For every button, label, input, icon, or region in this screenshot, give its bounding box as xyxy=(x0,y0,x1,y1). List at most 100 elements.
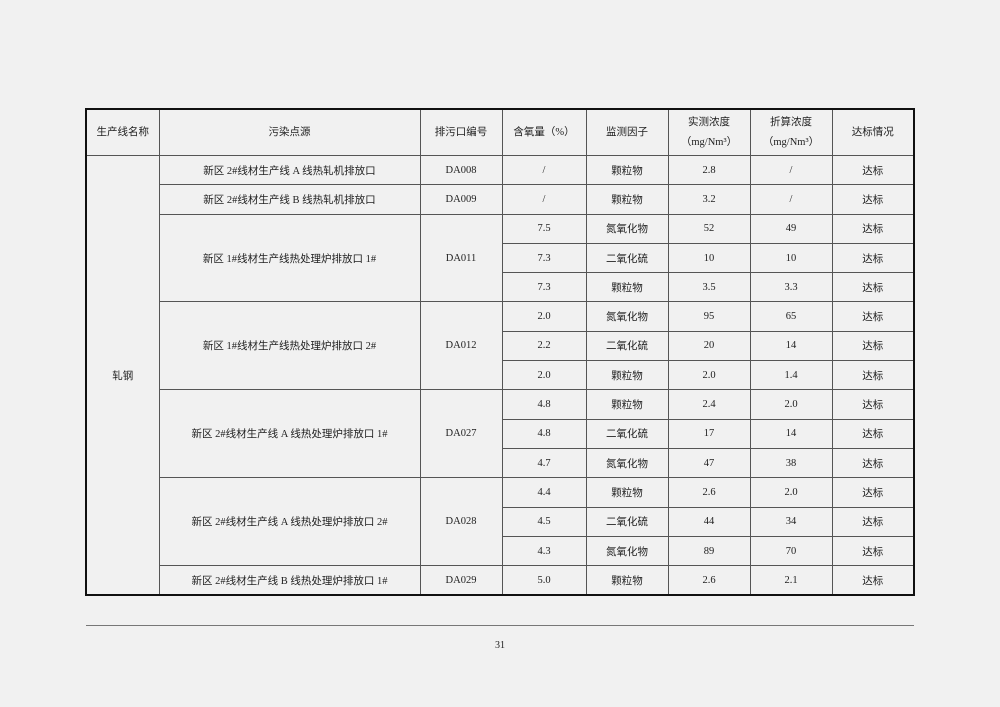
measured-cell: 2.0 xyxy=(667,360,751,391)
oxygen-cell: 4.8 xyxy=(501,389,587,420)
converted-cell: 10 xyxy=(749,242,833,274)
measured-cell: 2.6 xyxy=(667,565,751,596)
header-measured-label: 实测浓度 xyxy=(688,116,730,128)
measured-cell: 10 xyxy=(667,242,751,274)
factor-cell: 颗粒物 xyxy=(585,389,669,420)
table-row: 新区 1#线材生产线热处理炉排放口 1# DA011 7.5 氮氧化物 52 49 达标 xyxy=(86,213,915,303)
oxygen-cell: 7.3 xyxy=(501,272,587,303)
converted-cell: 38 xyxy=(749,447,833,479)
table-row: 新区 1#线材生产线热处理炉排放口 2# DA012 2.0 氮氧化物 95 65 达标 xyxy=(86,301,915,391)
oxygen-cell: 5.0 xyxy=(501,565,587,596)
measured-cell: 47 xyxy=(667,447,751,479)
measured-cell: 44 xyxy=(667,506,751,537)
converted-cell: 34 xyxy=(749,506,833,537)
factor-cell: 颗粒物 xyxy=(585,565,669,596)
status-cell: 达标 xyxy=(831,272,915,303)
factor-cell: 颗粒物 xyxy=(585,477,669,508)
table-row: 2.0 颗粒物 2.0 1.4 达标 xyxy=(86,360,915,391)
factor-cell: 二氧化硫 xyxy=(585,418,669,449)
outlet-cell: DA011 xyxy=(419,213,503,303)
factor-cell: 二氧化硫 xyxy=(585,330,669,362)
status-cell: 达标 xyxy=(831,360,915,391)
oxygen-cell: 2.0 xyxy=(501,301,587,332)
measured-cell: 3.2 xyxy=(667,184,751,215)
header-oxygen: 含氧量（%） xyxy=(501,108,587,156)
footer-divider xyxy=(86,625,914,626)
table-row: 4.3 氮氧化物 89 70 达标 xyxy=(86,535,915,567)
oxygen-cell: 4.4 xyxy=(501,477,587,508)
header-outlet: 排污口编号 xyxy=(419,108,503,156)
table-row: 2.2 二氧化硫 20 14 达标 xyxy=(86,330,915,362)
oxygen-cell: 7.5 xyxy=(501,213,587,244)
status-cell: 达标 xyxy=(831,154,915,186)
converted-cell: / xyxy=(749,184,833,215)
page-number: 31 xyxy=(495,640,505,651)
converted-cell: 2.0 xyxy=(749,477,833,508)
converted-cell: 2.0 xyxy=(749,389,833,420)
oxygen-cell: / xyxy=(501,184,587,215)
outlet-cell: DA028 xyxy=(419,477,503,567)
converted-cell: 70 xyxy=(749,535,833,567)
table-row: 新区 2#线材生产线 A 线热处理炉排放口 2# DA028 4.4 颗粒物 2.6 2.… xyxy=(86,477,915,567)
measured-cell: 17 xyxy=(667,418,751,449)
measured-cell: 2.4 xyxy=(667,389,751,420)
table-row: 新区 2#线材生产线 B 线热处理炉排放口 1# DA029 5.0 颗粒物 2.6 2.… xyxy=(86,565,915,596)
table-row: 4.7 氮氧化物 47 38 达标 xyxy=(86,447,915,479)
header-factor: 监测因子 xyxy=(585,108,669,156)
outlet-cell: DA009 xyxy=(419,184,503,215)
source-cell: 新区 2#线材生产线 A 线热处理炉排放口 2# xyxy=(158,477,421,567)
oxygen-cell: 2.2 xyxy=(501,330,587,362)
line-name-cell: 轧钢 xyxy=(85,155,160,596)
factor-cell: 氮氧化物 xyxy=(585,301,669,332)
table-header-row: 生产线名称 污染点源 排污口编号 含氧量（%） 监测因子 实测浓度 （mg/Nm³… xyxy=(85,108,915,156)
table-row: 新区 2#线材生产线 A 线热处理炉排放口 1# DA027 4.8 颗粒物 2.4 2.… xyxy=(86,389,915,479)
source-cell: 新区 2#线材生产线 A 线热轧机排放口 xyxy=(158,154,421,186)
header-converted-label: 折算浓度 xyxy=(770,116,812,128)
factor-cell: 二氧化硫 xyxy=(585,242,669,274)
outlet-cell: DA012 xyxy=(419,301,503,391)
status-cell: 达标 xyxy=(831,447,915,479)
oxygen-cell: / xyxy=(501,154,587,186)
status-cell: 达标 xyxy=(831,477,915,508)
outlet-cell: DA029 xyxy=(419,565,503,596)
status-cell: 达标 xyxy=(831,418,915,449)
status-cell: 达标 xyxy=(831,565,915,596)
measured-cell: 52 xyxy=(667,213,751,244)
status-cell: 达标 xyxy=(831,242,915,274)
source-cell: 新区 2#线材生产线 B 线热轧机排放口 xyxy=(158,184,421,215)
measured-cell: 20 xyxy=(667,330,751,362)
header-converted: 折算浓度 （mg/Nm³） xyxy=(749,108,833,156)
measured-cell: 2.8 xyxy=(667,154,751,186)
source-cell: 新区 2#线材生产线 A 线热处理炉排放口 1# xyxy=(158,389,421,479)
status-cell: 达标 xyxy=(831,535,915,567)
oxygen-cell: 4.3 xyxy=(501,535,587,567)
status-cell: 达标 xyxy=(831,330,915,362)
converted-cell: 65 xyxy=(749,301,833,332)
converted-cell: / xyxy=(749,154,833,186)
factor-cell: 氮氧化物 xyxy=(585,213,669,244)
converted-cell: 49 xyxy=(749,213,833,244)
measured-cell: 2.6 xyxy=(667,477,751,508)
measured-cell: 95 xyxy=(667,301,751,332)
measured-cell: 89 xyxy=(667,535,751,567)
table-row: 7.3 颗粒物 3.5 3.3 达标 xyxy=(86,272,915,303)
oxygen-cell: 4.7 xyxy=(501,447,587,479)
status-cell: 达标 xyxy=(831,213,915,244)
table-body: 轧钢 新区 2#线材生产线 A 线热轧机排放口 DA008/颗粒物 2.8/达标 新区 … xyxy=(85,154,915,596)
oxygen-cell: 2.0 xyxy=(501,360,587,391)
table-row: 7.3 二氧化硫 10 10 达标 xyxy=(86,242,915,274)
outlet-cell: DA027 xyxy=(419,389,503,479)
emission-monitoring-table: 生产线名称 污染点源 排污口编号 含氧量（%） 监测因子 实测浓度 （mg/Nm³… xyxy=(85,108,915,597)
converted-cell: 2.1 xyxy=(749,565,833,596)
header-converted-unit: （mg/Nm³） xyxy=(762,136,820,148)
header-measured: 实测浓度 （mg/Nm³） xyxy=(667,108,751,156)
factor-cell: 颗粒物 xyxy=(585,272,669,303)
status-cell: 达标 xyxy=(831,301,915,332)
measured-cell: 3.5 xyxy=(667,272,751,303)
header-measured-unit: （mg/Nm³） xyxy=(680,136,738,148)
header-status: 达标情况 xyxy=(831,108,915,156)
factor-cell: 氮氧化物 xyxy=(585,447,669,479)
factor-cell: 二氧化硫 xyxy=(585,506,669,537)
oxygen-cell: 4.5 xyxy=(501,506,587,537)
table-row: 新区 2#线材生产线 B 线热轧机排放口 DA009/颗粒物 3.2/达标 xyxy=(86,184,915,215)
